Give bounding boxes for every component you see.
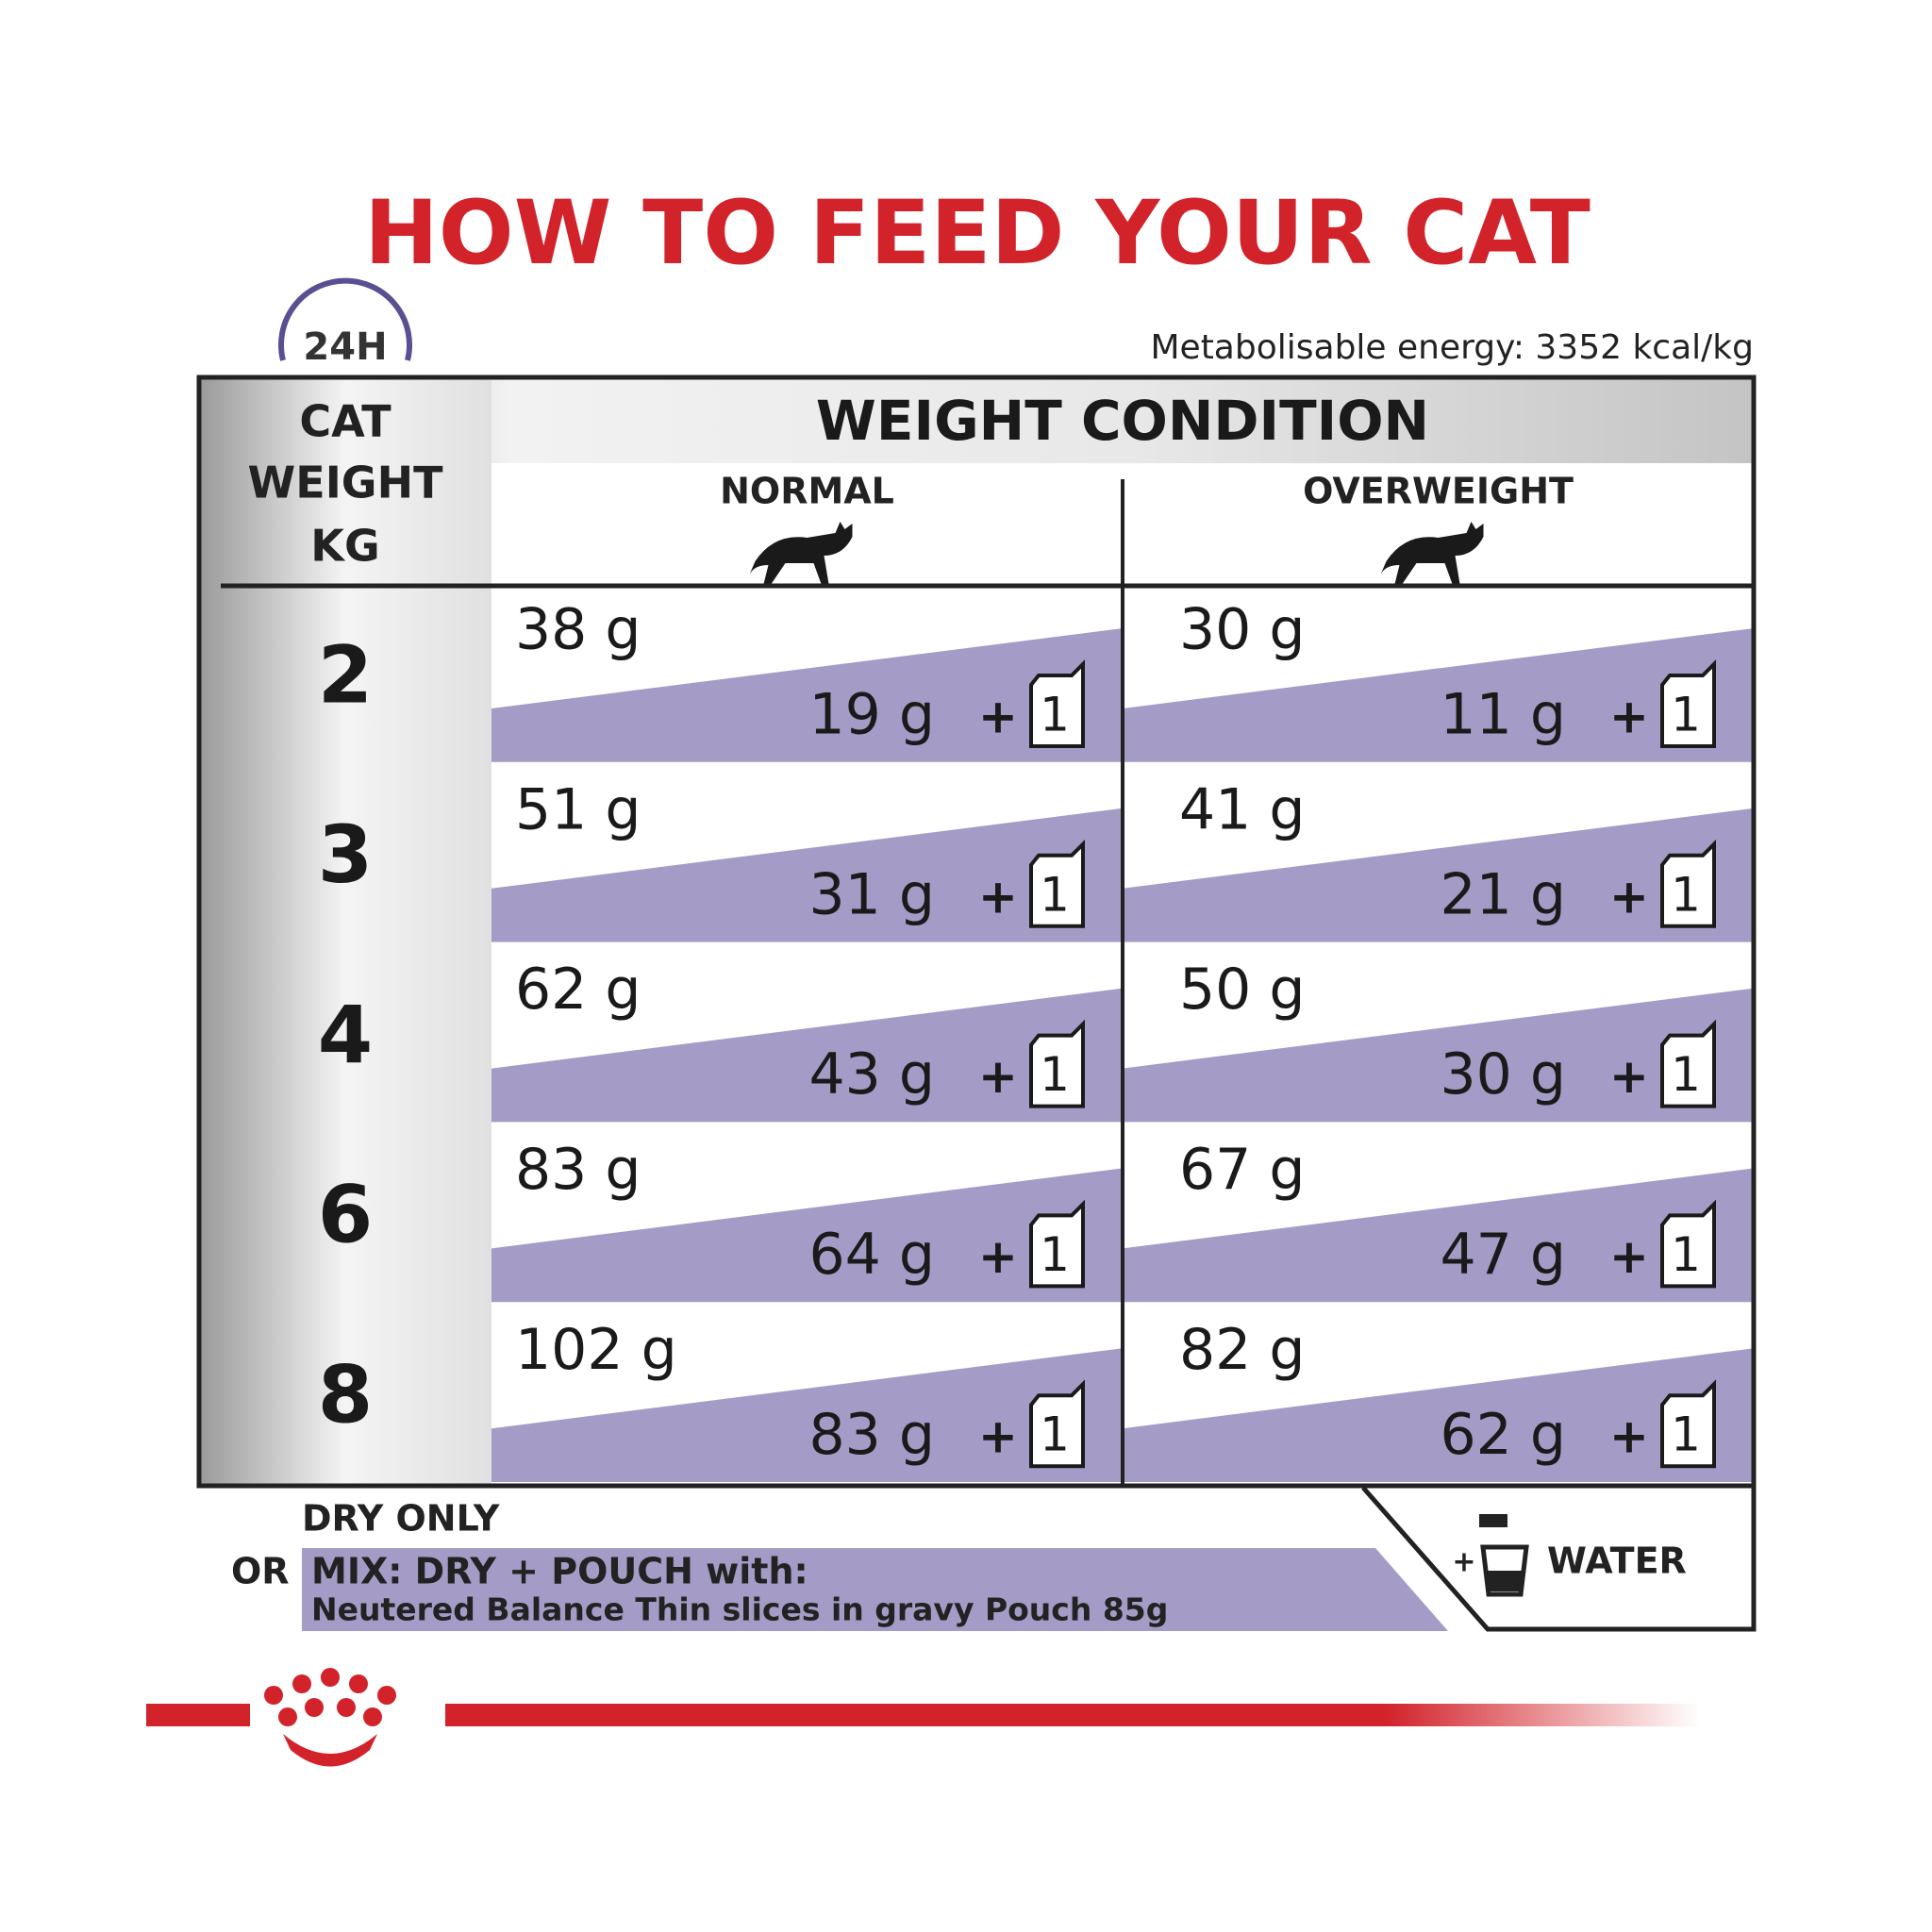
mix-amount: 11 g (1440, 682, 1566, 748)
or: OR (231, 1551, 290, 1592)
pouch-count: 1 (1040, 688, 1070, 742)
cat-weight: 2 (318, 628, 373, 721)
mix-amount: 19 g (808, 682, 935, 748)
dry-amount: 41 g (1179, 776, 1306, 842)
plus: + (1609, 1229, 1649, 1284)
water-icon (1479, 1514, 1529, 1597)
pouch-count: 1 (1671, 867, 1701, 922)
pouch-icon (1029, 1199, 1085, 1289)
plus: + (1609, 690, 1649, 744)
water-label: WATER (1547, 1541, 1687, 1582)
mix-band (1123, 628, 1754, 762)
dry-amount: 30 g (1179, 597, 1306, 663)
pouch-icon (1660, 1379, 1716, 1469)
mix-amount: 21 g (1440, 861, 1566, 927)
mix-amount: 30 g (1440, 1041, 1566, 1108)
plus: + (1609, 869, 1649, 924)
dry-amount: 50 g (1179, 957, 1306, 1023)
mix-band (491, 628, 1123, 762)
mix-label: MIX: DRY + POUCH with: (311, 1551, 808, 1592)
dry-only: DRY ONLY (302, 1498, 500, 1540)
mix-band (491, 1348, 1123, 1482)
clock-icon: 24H (278, 277, 412, 369)
column-header: OVERWEIGHT (1303, 471, 1574, 512)
dry-amount: 83 g (515, 1137, 641, 1203)
pouch-count: 1 (1671, 1227, 1701, 1282)
mix-amount: 43 g (808, 1041, 935, 1108)
rows: NORMAL OVERWEIGHT 2 38 g 19 g +1 30 g 11 g +1 3 51… (318, 471, 1754, 1482)
dry-amount: 51 g (515, 776, 641, 842)
brand-crown (264, 1668, 396, 1767)
weight-header: WEIGHT (248, 458, 444, 508)
cat-weight: 6 (318, 1169, 373, 1261)
plus: + (978, 1049, 1018, 1104)
mix-band (1123, 1348, 1754, 1482)
mix-amount: 83 g (808, 1402, 935, 1468)
dry-amount: 67 g (1179, 1137, 1306, 1203)
plus: + (978, 1229, 1018, 1284)
plus: + (978, 869, 1018, 924)
mix-band (491, 1168, 1123, 1303)
pouch-icon (1029, 659, 1085, 748)
weight-header: CAT (299, 396, 391, 447)
pouch-icon (1029, 1379, 1085, 1469)
energy: Metabolisable energy: 3352 kcal/kg (1150, 328, 1754, 367)
cat-icon (749, 522, 853, 584)
mix-amount: 62 g (1440, 1402, 1566, 1468)
water-plus: + (1452, 1546, 1475, 1579)
condition-header: WEIGHT CONDITION (816, 389, 1429, 453)
pouch-count: 1 (1040, 1047, 1070, 1102)
dry-amount: 38 g (515, 597, 641, 663)
mix-band (491, 988, 1123, 1123)
mix-amount: 47 g (1440, 1222, 1566, 1288)
pouch-icon (1660, 1019, 1716, 1108)
plus: + (1609, 1409, 1649, 1464)
table-border (196, 375, 1757, 1489)
brand-line (445, 1704, 1700, 1726)
pouch-icon (1660, 659, 1716, 748)
pouch-count: 1 (1671, 688, 1701, 742)
plus: + (978, 690, 1018, 744)
mix-amount: 31 g (808, 861, 935, 927)
mix-band (302, 1548, 1448, 1631)
mix-band (1123, 988, 1754, 1123)
pouch-count: 1 (1040, 1227, 1070, 1282)
weight-header: KG (310, 521, 379, 572)
pouch-count: 1 (1040, 1407, 1070, 1462)
dry-amount: 62 g (515, 957, 641, 1023)
pouch-icon (1660, 1199, 1716, 1289)
cat-weight: 3 (318, 808, 373, 901)
mix-amount: 64 g (808, 1222, 935, 1288)
cat-icon (1380, 522, 1484, 584)
mix-band (1123, 1168, 1754, 1303)
water-box (1361, 1486, 1757, 1632)
column-header: NORMAL (720, 471, 894, 512)
plus: + (978, 1409, 1018, 1464)
cat-weight: 4 (318, 989, 373, 1081)
mix-band (1123, 808, 1754, 942)
pouch-icon (1029, 839, 1085, 928)
weight-column (199, 377, 491, 1486)
plus: + (1609, 1049, 1649, 1104)
dry-amount: 102 g (515, 1317, 677, 1383)
cat-weight: 8 (318, 1349, 373, 1441)
pouch-icon (1660, 839, 1716, 928)
clock-label: 24H (303, 325, 387, 369)
pouch-icon (1029, 1019, 1085, 1108)
pouch-name: Neutered Balance Thin slices in gravy Po… (311, 1591, 1168, 1628)
pouch-count: 1 (1040, 867, 1070, 922)
brand-line (146, 1704, 250, 1726)
pouch-count: 1 (1671, 1047, 1701, 1102)
dry-amount: 82 g (1179, 1317, 1306, 1383)
mix-band (491, 808, 1123, 942)
title: HOW TO FEED YOUR CAT (364, 182, 1591, 285)
pouch-count: 1 (1671, 1407, 1701, 1462)
